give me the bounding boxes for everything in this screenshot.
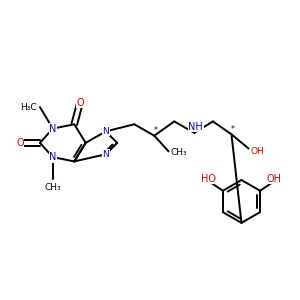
Text: CH₃: CH₃ (170, 148, 187, 158)
Text: *: * (231, 124, 235, 134)
Text: NH: NH (188, 122, 203, 132)
Text: O: O (76, 98, 84, 108)
Text: OH: OH (267, 174, 282, 184)
Text: HO: HO (201, 174, 216, 184)
Text: CH₃: CH₃ (44, 183, 61, 192)
Text: N: N (102, 150, 109, 159)
Text: O: O (16, 138, 24, 148)
Text: OH: OH (250, 147, 264, 156)
Text: N: N (102, 127, 109, 136)
Text: H₃C: H₃C (20, 103, 37, 112)
Text: N: N (49, 124, 56, 134)
Text: N: N (49, 152, 56, 162)
Text: *: * (154, 126, 158, 135)
